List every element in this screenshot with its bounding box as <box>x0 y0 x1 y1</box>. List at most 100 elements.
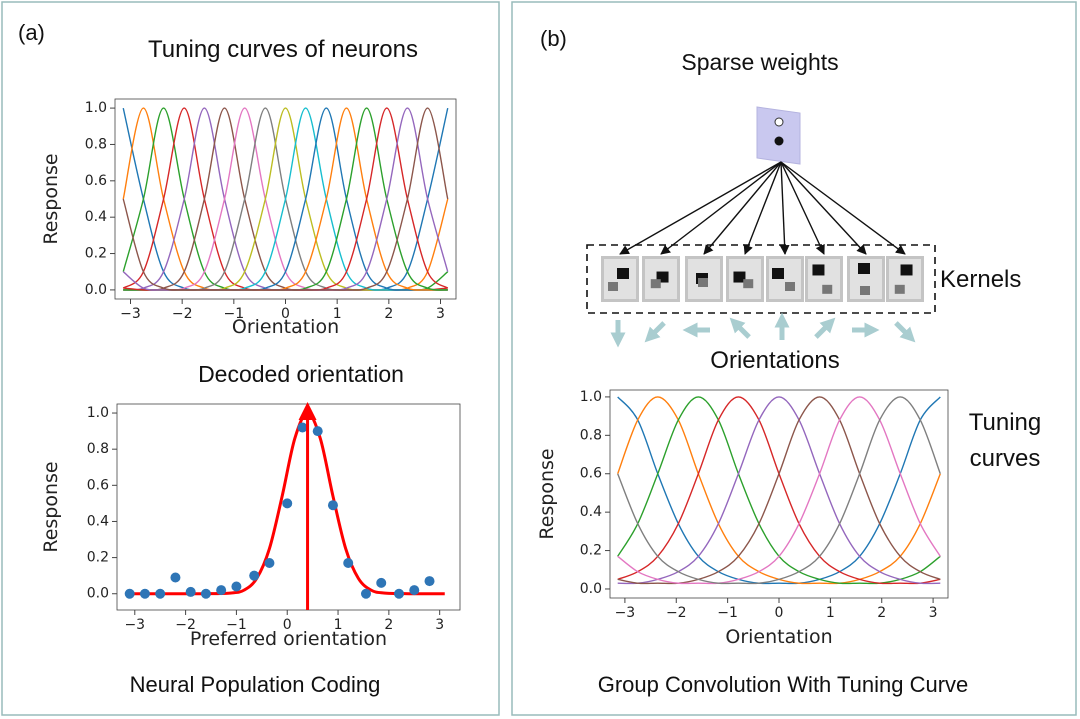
point <box>297 422 308 433</box>
y-tick-label: 0.8 <box>85 136 107 152</box>
panel-label: (b) <box>540 26 567 51</box>
point <box>394 588 405 599</box>
point <box>264 558 275 569</box>
orientation-arrow <box>729 317 751 339</box>
x-tick-label: −1 <box>717 605 738 621</box>
chart: −3 −2 −1 0 1 2 3 0.0 0.2 0.4 0.6 0.8 1.0 Orientation R… <box>536 389 949 648</box>
weight-arrow <box>703 161 782 255</box>
x-tick-label: −3 <box>120 306 141 322</box>
x-tick-label: −3 <box>615 605 636 621</box>
kernel-dark <box>656 271 669 283</box>
x-axis-label: Orientation <box>725 626 832 648</box>
y-tick-label: 0.4 <box>580 504 602 520</box>
curve <box>122 107 449 291</box>
kernel <box>601 256 639 302</box>
point <box>327 500 338 511</box>
y-tick-label: 0.6 <box>85 173 107 189</box>
weight-arrow <box>619 161 782 255</box>
y-tick-label: 0.2 <box>87 550 109 566</box>
chart: −3 −2 −1 0 1 2 3 0.0 0.2 0.4 0.6 0.8 1.0 Preferred or… <box>40 361 461 650</box>
point <box>312 426 323 437</box>
kernel-dark <box>772 268 784 279</box>
x-tick-label: 0 <box>775 605 784 621</box>
panel-label: (a) <box>18 20 45 45</box>
point <box>124 588 135 599</box>
weight-arrow <box>660 161 782 255</box>
kernel-dark <box>900 264 913 276</box>
point <box>185 586 196 597</box>
x-tick-label: 0 <box>281 306 290 322</box>
curve <box>617 396 941 585</box>
kernel-mid <box>860 286 870 295</box>
y-tick-label: 0.4 <box>85 209 107 225</box>
chart-title: Tuning curves of neurons <box>148 36 418 63</box>
y-tick-label: 0.2 <box>85 246 107 262</box>
caption: Group Convolution With Tuning Curve <box>598 672 969 697</box>
kernel <box>726 256 764 302</box>
kernel-mid <box>650 279 661 289</box>
caption: Neural Population Coding <box>130 672 381 697</box>
kernel-dark <box>812 264 825 276</box>
y-tick-label: 0.2 <box>580 543 602 559</box>
orientation-arrow <box>814 317 836 339</box>
x-tick-label: 1 <box>333 306 342 322</box>
x-tick-label: −2 <box>175 617 196 633</box>
x-tick-label: 1 <box>826 605 835 621</box>
diagram <box>601 161 924 348</box>
point <box>139 588 150 599</box>
y-axis-label: Response <box>40 461 62 552</box>
kernel-mid <box>785 282 795 291</box>
decoded-arrowhead <box>298 402 317 420</box>
x-tick-label: −1 <box>226 617 247 633</box>
orientation-arrow <box>894 321 916 343</box>
point <box>170 572 181 583</box>
chart-title-wrap: Tuning curves <box>968 409 1042 472</box>
kernel-mid <box>608 282 618 291</box>
kernel-mid <box>743 279 754 289</box>
weight-arrow <box>780 161 825 255</box>
x-tick-label: 3 <box>435 617 444 633</box>
point <box>216 585 227 596</box>
y-tick-label: 0.6 <box>580 466 602 482</box>
y-tick-label: 1.0 <box>87 405 109 421</box>
y-tick-label: 1.0 <box>85 100 107 116</box>
x-tick-label: 2 <box>384 617 393 633</box>
point <box>155 588 166 599</box>
curve <box>617 396 941 585</box>
y-tick-label: 0.0 <box>580 581 602 597</box>
kernel <box>766 256 804 302</box>
kernel <box>642 256 680 302</box>
x-tick-label: 3 <box>436 306 445 322</box>
point <box>282 498 293 509</box>
chart-title: Tuning curves <box>968 409 1042 472</box>
kernels-label: Kernels <box>940 266 1021 293</box>
y-tick-label: 0.8 <box>87 441 109 457</box>
point <box>376 577 387 588</box>
point <box>424 576 435 587</box>
y-axis-label: Response <box>40 153 62 244</box>
y-tick-label: 0.0 <box>87 586 109 602</box>
diagram-title: Sparse weights <box>681 49 838 75</box>
x-tick-label: −2 <box>172 306 193 322</box>
y-tick-label: 0.4 <box>87 513 109 529</box>
point <box>409 585 420 596</box>
panel-a-frame <box>1 1 500 716</box>
chart-title: Decoded orientation <box>198 361 404 387</box>
point <box>249 570 260 581</box>
weight-arrow <box>780 161 867 255</box>
kernel-mid <box>698 278 708 287</box>
point <box>360 588 371 599</box>
kernel <box>805 256 843 302</box>
kernels-box <box>586 244 936 314</box>
kernel <box>886 256 924 302</box>
sparse-weights <box>756 106 801 165</box>
x-axis-label: Orientation <box>232 316 339 338</box>
panel-b-frame <box>511 1 1077 716</box>
x-tick-label: 1 <box>334 617 343 633</box>
y-tick-label: 0.8 <box>580 427 602 443</box>
x-tick-label: −1 <box>224 306 245 322</box>
orientation-arrow <box>644 321 666 343</box>
kernel-mid <box>894 284 905 294</box>
kernel-dark <box>617 268 629 279</box>
